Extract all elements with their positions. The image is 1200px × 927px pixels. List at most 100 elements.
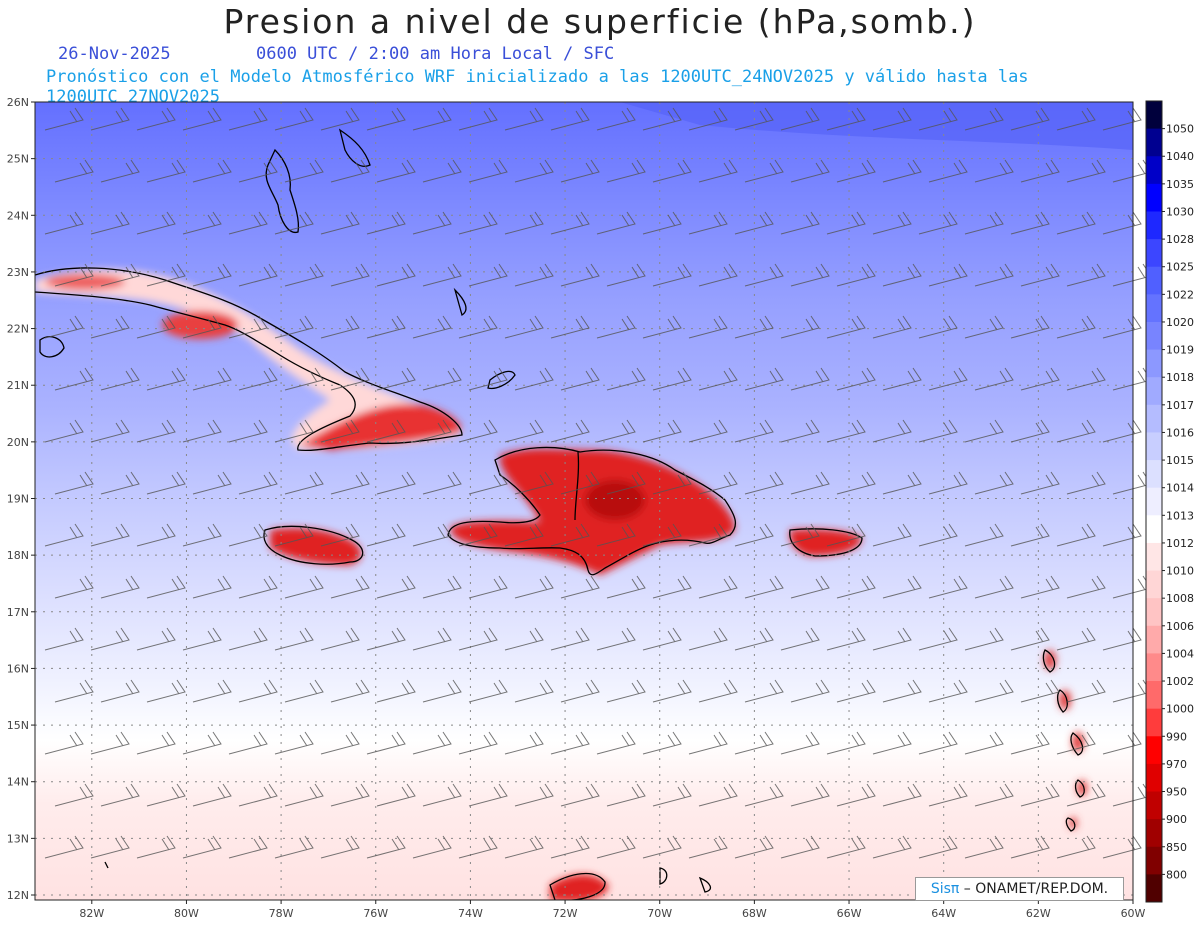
wind-barb <box>366 627 406 651</box>
colorbar-swatch <box>1146 404 1162 433</box>
wind-barb <box>790 575 830 599</box>
wind-barb <box>514 575 554 599</box>
wind-barb <box>44 211 84 235</box>
colorbar-swatch <box>1146 653 1162 682</box>
colorbar-label: 1010 <box>1166 565 1194 578</box>
credit-box: Sisπ – ONAMET/REP.DOM. <box>915 877 1124 901</box>
wind-barb <box>366 315 406 339</box>
wind-barb <box>192 159 232 183</box>
wind-barb <box>192 783 232 807</box>
wind-barb <box>688 315 728 339</box>
wind-barb <box>458 419 498 443</box>
wind-barb <box>974 367 1014 391</box>
colorbar-swatch <box>1146 598 1162 627</box>
wind-barb <box>504 835 544 859</box>
colorbar-label: 1004 <box>1166 647 1194 660</box>
colorbar-swatch <box>1146 625 1162 654</box>
wind-barb <box>228 419 268 443</box>
wind-barb <box>504 419 544 443</box>
wind-barb <box>836 471 876 495</box>
wind-barb <box>1056 211 1096 235</box>
wind-barb <box>780 731 820 755</box>
wind-barb <box>790 783 830 807</box>
wind-barb <box>744 679 784 703</box>
wind-barb <box>642 835 682 859</box>
wind-barb <box>734 835 774 859</box>
wind-barb <box>596 419 636 443</box>
wind-barb <box>412 627 452 651</box>
wind-barb <box>974 783 1014 807</box>
wind-barb <box>320 731 360 755</box>
colorbar: 1050 1040 1035 1030 1028 1025 1022 1020 1019 1018… <box>1145 100 1194 903</box>
wind-barb <box>560 471 600 495</box>
wind-barb <box>744 367 784 391</box>
lat-label: 19N <box>7 493 29 506</box>
wind-barb <box>54 575 94 599</box>
wind-barb <box>330 159 370 183</box>
wind-barb <box>412 835 452 859</box>
colorbar-swatch <box>1146 349 1162 378</box>
wind-barb <box>790 159 830 183</box>
wind-barb <box>780 211 820 235</box>
wind-barb <box>504 627 544 651</box>
wind-barb <box>560 575 600 599</box>
wind-barb <box>376 471 416 495</box>
wind-barb <box>698 575 738 599</box>
wind-barb <box>606 263 646 287</box>
wind-barb <box>274 315 314 339</box>
wind-barb <box>274 627 314 651</box>
wind-barb <box>330 367 370 391</box>
wind-barb <box>596 835 636 859</box>
wind-barb <box>90 835 130 859</box>
colorbar-label: 1013 <box>1166 509 1194 522</box>
colorbar-swatch <box>1146 874 1162 903</box>
wind-barb <box>274 523 314 547</box>
wind-barb <box>54 471 94 495</box>
wind-barb <box>1066 471 1106 495</box>
latitude-labels: 26N 25N 24N 23N 22N 21N 20N 19N 18N 17N 16N 15N 14N 1… <box>7 96 35 902</box>
wind-barb <box>54 159 94 183</box>
wind-barb <box>642 523 682 547</box>
wind-barb <box>734 107 774 131</box>
wind-barb <box>964 627 1004 651</box>
wind-barb <box>964 315 1004 339</box>
wind-barb <box>100 575 140 599</box>
wind-barb <box>780 523 820 547</box>
wind-barb <box>872 523 912 547</box>
wind-barb <box>1010 627 1050 651</box>
wind-barb <box>928 783 968 807</box>
wind-barb <box>100 159 140 183</box>
colorbar-swatch <box>1146 819 1162 848</box>
wind-barb <box>1066 159 1106 183</box>
wind-barb <box>468 679 508 703</box>
wind-barb <box>182 107 222 131</box>
wind-barb <box>882 783 922 807</box>
wind-barb <box>560 159 600 183</box>
wind-barb <box>560 783 600 807</box>
wind-barb <box>596 731 636 755</box>
wind-barb <box>182 627 222 651</box>
wind-barb <box>284 471 324 495</box>
wind-barb <box>366 419 406 443</box>
wind-barb <box>238 679 278 703</box>
lon-label: 60W <box>1121 907 1146 920</box>
wind-barb <box>642 107 682 131</box>
wind-barb <box>468 367 508 391</box>
wind-barb <box>284 159 324 183</box>
wind-barb <box>872 835 912 859</box>
wind-barb <box>238 783 278 807</box>
colorbar-swatch <box>1146 156 1162 185</box>
wind-barb <box>136 419 176 443</box>
wind-barb <box>780 107 820 131</box>
wind-barb <box>1056 419 1096 443</box>
wind-barb <box>550 315 590 339</box>
colorbar-label: 1020 <box>1166 316 1194 329</box>
valid-date: 26-Nov-2025 <box>58 44 171 64</box>
wind-barb <box>192 679 232 703</box>
colorbar-swatch <box>1146 515 1162 544</box>
wind-barb <box>652 159 692 183</box>
wind-barb <box>918 627 958 651</box>
wind-barb <box>1056 835 1096 859</box>
wind-barb <box>320 835 360 859</box>
wind-barb <box>146 575 186 599</box>
